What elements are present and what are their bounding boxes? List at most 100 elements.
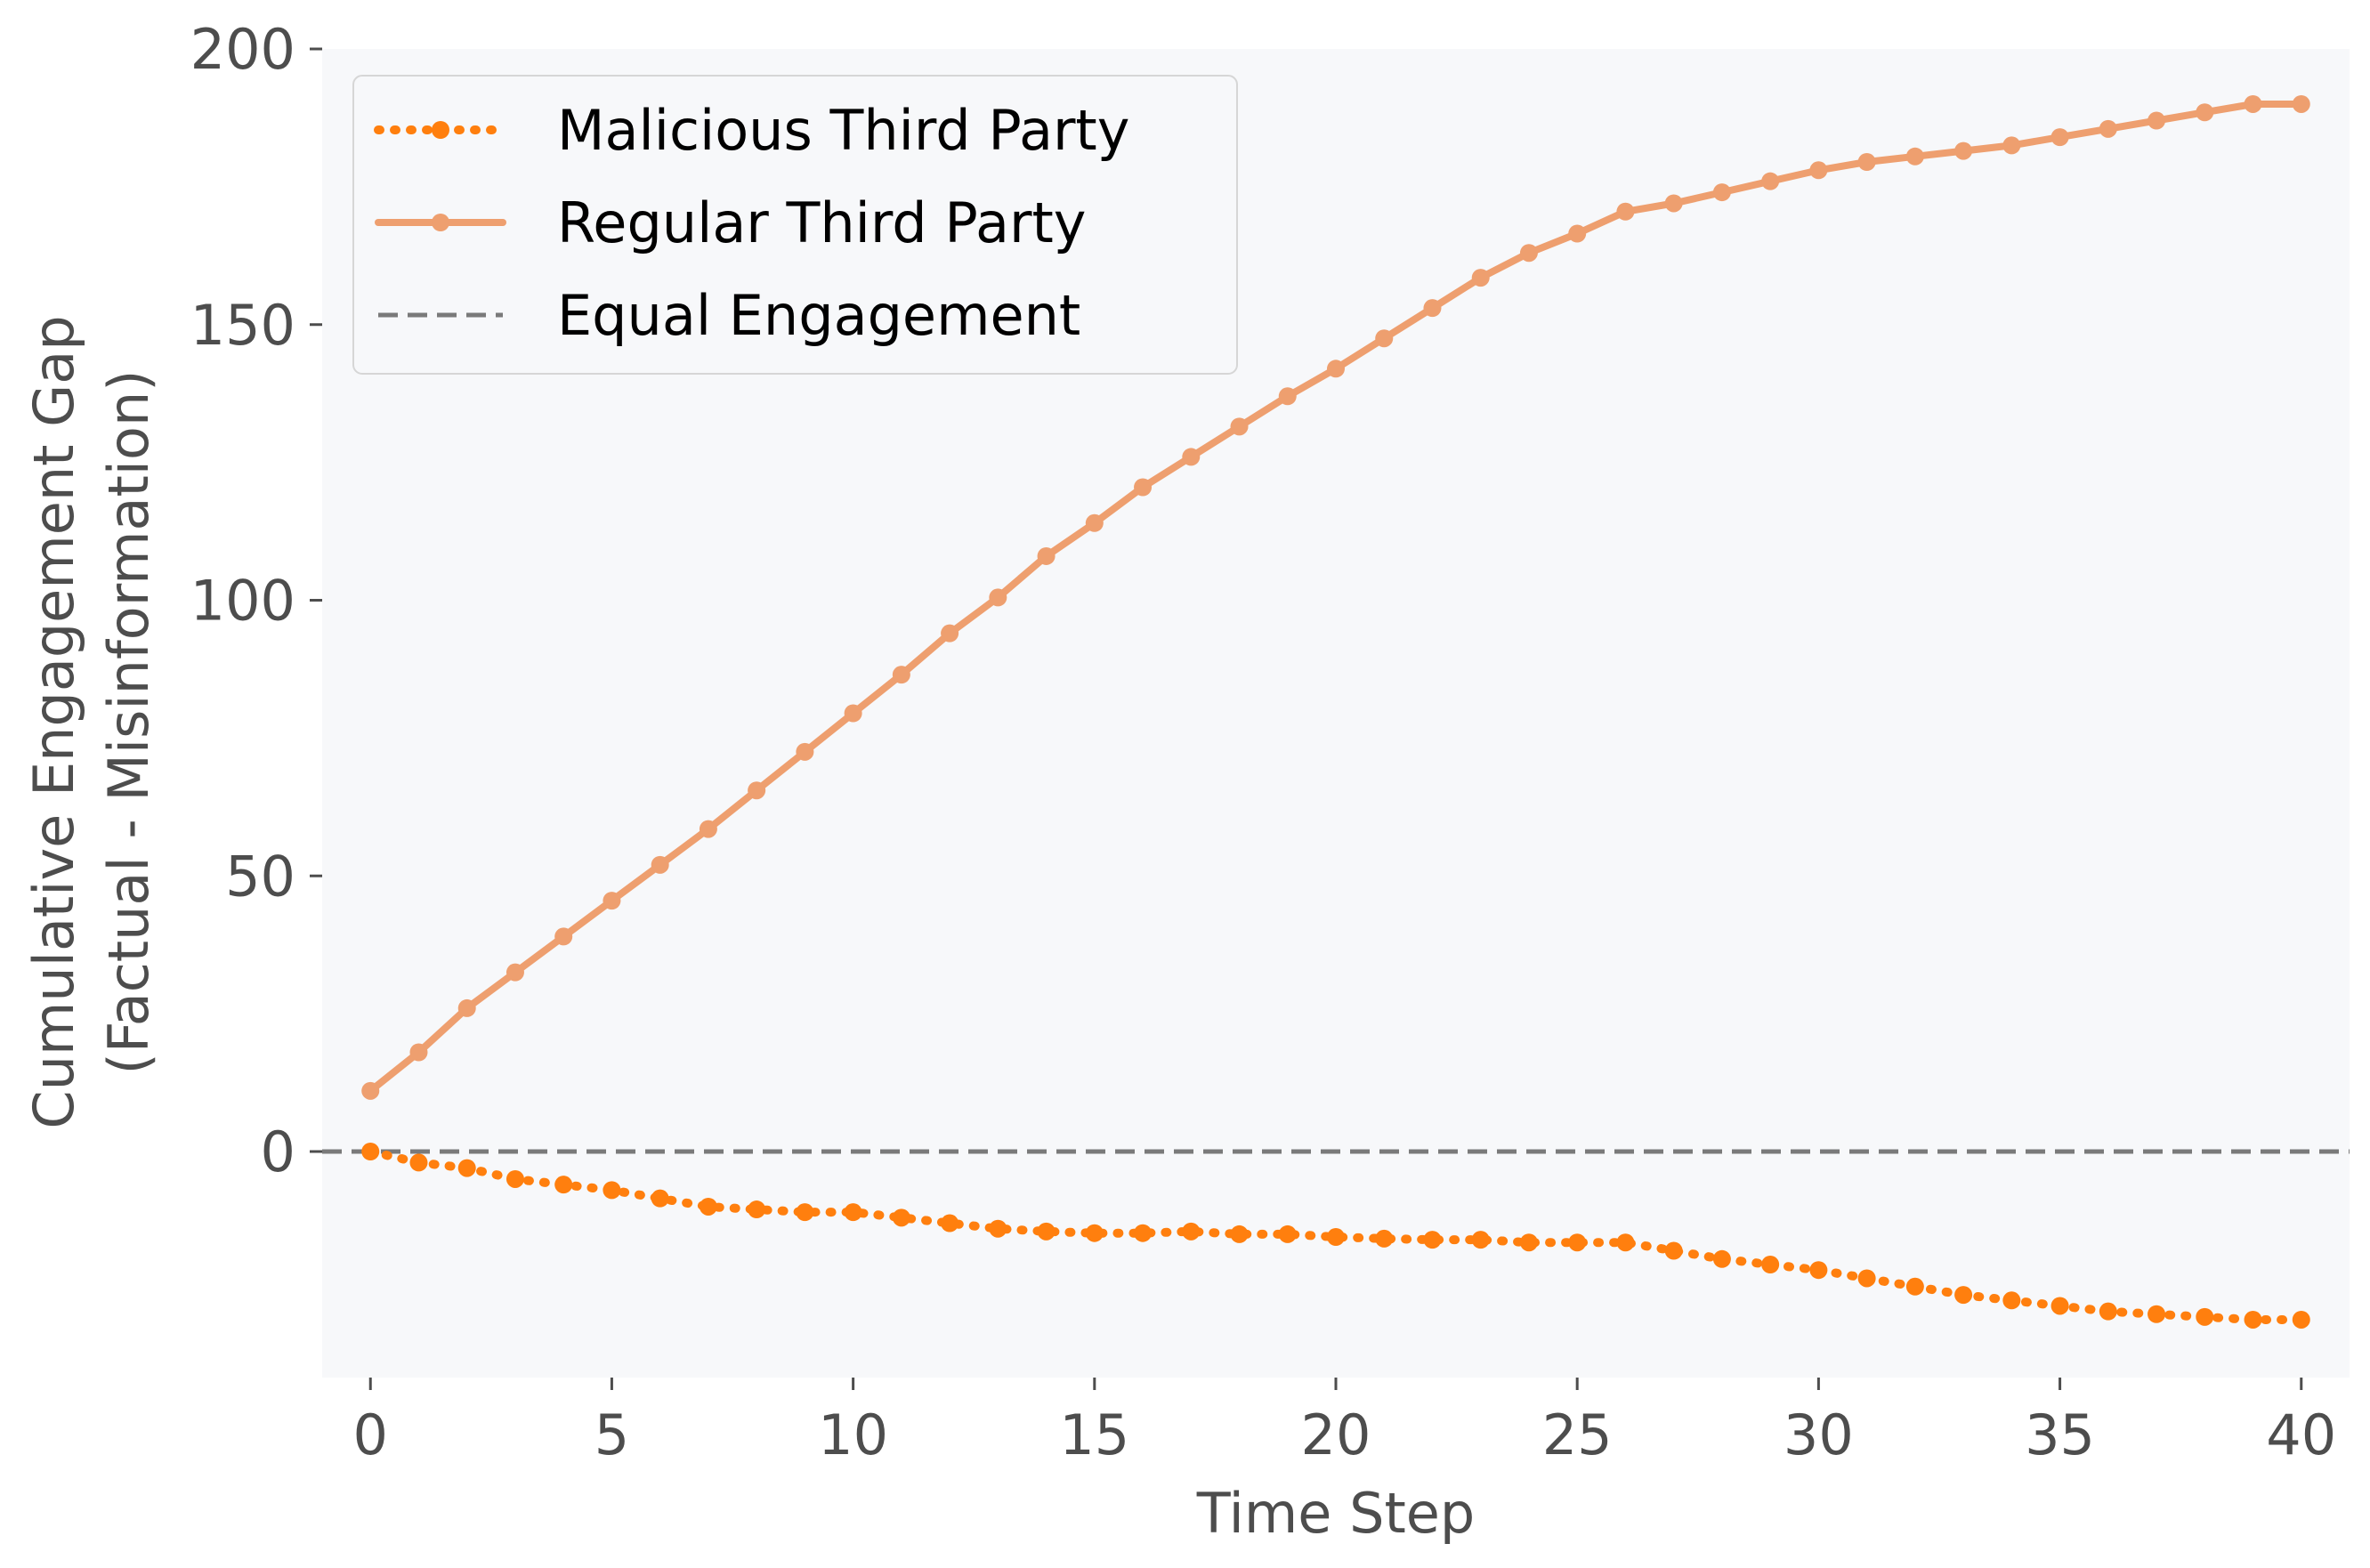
- series-regular: [361, 94, 2310, 1100]
- data-point: [1037, 546, 1056, 565]
- data-point: [2196, 103, 2214, 122]
- data-point: [989, 1219, 1007, 1238]
- data-point: [892, 666, 910, 684]
- data-point: [1761, 1256, 1780, 1274]
- series-line: [366, 1147, 2306, 1324]
- y-tick-label: 100: [190, 569, 295, 634]
- data-point: [1278, 387, 1297, 406]
- data-point: [844, 704, 862, 723]
- data-point: [1616, 1233, 1635, 1252]
- data-point: [1954, 141, 1973, 160]
- data-point: [1519, 1233, 1538, 1252]
- data-point: [1134, 478, 1153, 497]
- data-point: [1230, 417, 1249, 436]
- data-point: [651, 855, 669, 874]
- data-point: [1905, 1277, 1924, 1296]
- data-point: [1375, 329, 1394, 348]
- data-point: [1664, 1241, 1683, 1260]
- data-point: [1037, 1222, 1056, 1241]
- data-point: [2050, 1297, 2069, 1315]
- legend-marker: [432, 214, 449, 231]
- y-axis-title-line-1: Cumulative Engagement Gap: [21, 315, 86, 1128]
- data-point: [1278, 1224, 1297, 1243]
- x-tick-label: 20: [1301, 1402, 1371, 1467]
- legend-marker: [432, 121, 449, 139]
- data-point: [2148, 1305, 2166, 1323]
- data-point: [1182, 448, 1201, 466]
- legend-item-malicious: Malicious Third Party: [374, 98, 1129, 163]
- data-point: [1809, 1261, 1828, 1280]
- data-point: [457, 1159, 476, 1177]
- legend-box: [352, 75, 1238, 375]
- data-point: [603, 892, 621, 910]
- data-point: [1471, 269, 1490, 287]
- data-point: [1085, 1224, 1104, 1242]
- y-tick-label: 150: [190, 293, 295, 358]
- data-point: [941, 624, 959, 643]
- data-point: [603, 1181, 621, 1200]
- data-point: [2148, 111, 2166, 130]
- data-point: [2196, 1307, 2214, 1326]
- y-axis-title-line-2: (Factual - Misinformation): [96, 370, 161, 1075]
- legend-item-regular: Regular Third Party: [375, 190, 1086, 255]
- data-point: [2099, 1302, 2117, 1321]
- data-point: [1327, 1228, 1345, 1247]
- data-point: [1423, 1231, 1442, 1249]
- data-point: [409, 1043, 428, 1062]
- data-point: [748, 781, 766, 800]
- x-tick-label: 35: [2025, 1402, 2095, 1467]
- x-tick-label: 25: [1542, 1402, 1613, 1467]
- x-tick-label: 40: [2266, 1402, 2336, 1467]
- data-point: [1230, 1224, 1249, 1243]
- data-point: [1664, 194, 1683, 213]
- data-point: [2244, 94, 2262, 113]
- data-point: [554, 1176, 573, 1194]
- data-point: [844, 1203, 862, 1222]
- x-tick-label: 5: [595, 1402, 629, 1467]
- data-point: [1712, 183, 1731, 202]
- x-tick-label: 30: [1784, 1402, 1854, 1467]
- data-point: [651, 1189, 669, 1208]
- legend-label: Malicious Third Party: [557, 98, 1129, 163]
- x-axis-title: Time Step: [1196, 1481, 1476, 1546]
- data-point: [699, 820, 717, 838]
- data-point: [1809, 161, 1828, 180]
- data-point: [989, 588, 1007, 607]
- data-point: [796, 1203, 814, 1222]
- data-point: [554, 927, 573, 946]
- data-point: [1375, 1229, 1394, 1248]
- data-point: [409, 1153, 428, 1172]
- data-point: [1568, 1233, 1587, 1252]
- data-point: [1085, 513, 1104, 532]
- data-point: [2292, 94, 2310, 113]
- data-point: [1423, 299, 1442, 318]
- y-tick-label: 0: [261, 1119, 295, 1184]
- data-point: [1954, 1286, 1973, 1305]
- data-point: [1712, 1249, 1731, 1268]
- data-point: [2002, 1291, 2021, 1310]
- legend-label: Regular Third Party: [557, 190, 1086, 255]
- data-point: [2244, 1310, 2262, 1329]
- data-point: [2292, 1310, 2310, 1329]
- data-point: [941, 1214, 959, 1233]
- data-point: [1905, 147, 1924, 166]
- data-point: [1519, 244, 1538, 263]
- legend-item-equal-engagement: Equal Engagement: [378, 283, 1080, 348]
- data-point: [1857, 1269, 1876, 1288]
- data-point: [892, 1208, 910, 1227]
- data-point: [1134, 1224, 1153, 1242]
- data-point: [796, 742, 814, 761]
- y-tick-label: 50: [225, 844, 295, 909]
- x-tick-label: 15: [1059, 1402, 1129, 1467]
- data-point: [506, 1169, 524, 1188]
- data-point: [2002, 136, 2021, 155]
- data-point: [361, 1143, 380, 1161]
- data-point: [506, 963, 524, 982]
- data-point: [361, 1081, 380, 1100]
- series-malicious: [361, 1143, 2310, 1329]
- data-point: [699, 1197, 717, 1216]
- data-point: [1857, 152, 1876, 171]
- data-point: [457, 998, 476, 1017]
- data-point: [748, 1200, 766, 1219]
